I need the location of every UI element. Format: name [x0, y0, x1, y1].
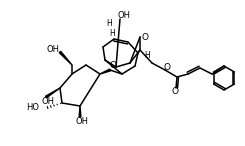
Polygon shape [79, 106, 81, 117]
Text: O: O [163, 62, 171, 72]
Text: OH: OH [47, 45, 60, 53]
Text: OH: OH [118, 12, 131, 20]
Polygon shape [100, 69, 110, 74]
Polygon shape [59, 51, 72, 65]
Text: OH: OH [41, 97, 54, 106]
Text: H: H [106, 20, 112, 28]
Text: HO: HO [26, 104, 39, 113]
Polygon shape [46, 88, 60, 98]
Text: O: O [172, 87, 179, 97]
Text: OH: OH [75, 117, 88, 126]
Text: O: O [142, 33, 148, 41]
Text: O: O [110, 61, 117, 71]
Text: H: H [144, 51, 150, 60]
Text: H: H [109, 28, 115, 38]
